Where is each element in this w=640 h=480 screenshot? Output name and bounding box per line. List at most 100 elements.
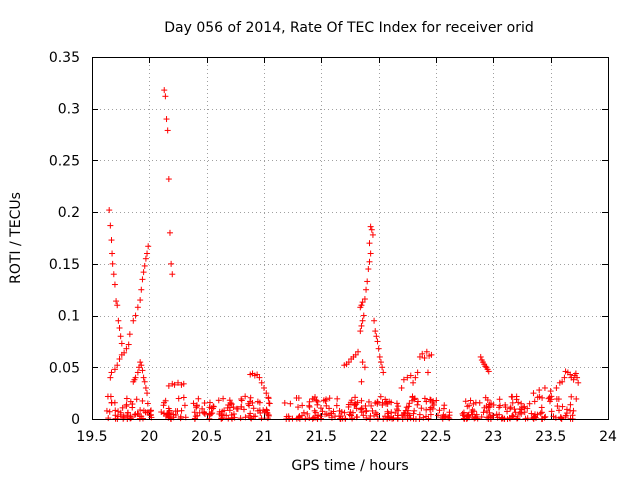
data-point: [358, 322, 365, 329]
grid: [92, 57, 608, 419]
data-point: [200, 409, 207, 416]
data-point: [478, 413, 485, 420]
data-point: [193, 403, 200, 410]
data-point: [323, 396, 330, 403]
data-point: [171, 381, 178, 388]
x-axis-label: GPS time / hours: [291, 458, 408, 474]
data-point: [357, 328, 364, 335]
data-point: [177, 413, 184, 420]
data-point: [336, 407, 343, 414]
data-point: [392, 409, 399, 416]
data-point: [409, 397, 416, 404]
data-point: [509, 399, 516, 406]
data-point: [386, 398, 393, 405]
data-point: [567, 407, 574, 414]
data-point: [210, 403, 217, 410]
x-tick-label: 20: [140, 429, 158, 445]
data-point: [531, 413, 538, 420]
data-point: [423, 406, 430, 413]
data-point: [558, 415, 565, 422]
data-point: [366, 258, 373, 265]
data-point: [315, 412, 322, 419]
data-point: [459, 410, 466, 417]
data-point: [299, 402, 306, 409]
data-point: [371, 317, 378, 324]
data-point: [109, 250, 116, 257]
data-point: [254, 398, 261, 405]
data-point: [206, 399, 213, 406]
data-point: [367, 250, 374, 257]
data-point: [377, 393, 384, 400]
data-point: [246, 412, 253, 419]
data-point: [524, 405, 531, 412]
data-point: [427, 404, 434, 411]
data-point: [295, 404, 302, 411]
data-point: [228, 411, 235, 418]
data-point: [238, 403, 245, 410]
data-point: [245, 400, 252, 407]
data-point: [263, 390, 270, 397]
data-point: [554, 403, 561, 410]
data-point: [195, 395, 202, 402]
data-point: [418, 405, 425, 412]
data-point: [314, 401, 321, 408]
data-point: [314, 398, 321, 405]
data-point: [110, 271, 117, 278]
data-point: [191, 409, 198, 416]
data-point: [130, 317, 137, 324]
data-point: [306, 403, 313, 410]
data-point: [510, 413, 517, 420]
data-point: [521, 409, 528, 416]
data-point: [144, 400, 151, 407]
data-point: [403, 404, 410, 411]
data-point: [485, 368, 492, 375]
data-point: [425, 415, 432, 422]
data-point: [139, 276, 146, 283]
data-point: [139, 367, 146, 374]
data-point: [352, 394, 359, 401]
data-point: [539, 394, 546, 401]
data-point: [327, 410, 334, 417]
data-point: [400, 376, 407, 383]
data-point: [384, 408, 391, 415]
data-point: [313, 397, 320, 404]
data-point: [398, 384, 405, 391]
data-point: [165, 410, 172, 417]
y-tick-label: 0: [71, 412, 80, 428]
data-point: [365, 266, 372, 273]
data-point: [377, 359, 384, 366]
data-point: [180, 380, 187, 387]
data-point: [175, 395, 182, 402]
data-point: [142, 384, 149, 391]
data-point: [428, 351, 435, 358]
data-point: [528, 410, 535, 417]
data-point: [265, 394, 272, 401]
data-point: [395, 403, 402, 410]
data-point: [227, 400, 234, 407]
data-point: [504, 415, 511, 422]
data-point: [572, 370, 579, 377]
data-point: [134, 304, 141, 311]
data-point: [137, 297, 144, 304]
data-point: [240, 406, 247, 413]
x-tick-label: 21.5: [306, 429, 337, 445]
data-point: [139, 397, 146, 404]
data-point: [509, 393, 516, 400]
data-point: [389, 415, 396, 422]
data-point: [371, 413, 378, 420]
data-point: [507, 404, 514, 411]
data-point: [126, 331, 133, 338]
data-point: [105, 415, 112, 422]
data-point: [424, 369, 431, 376]
data-point: [144, 390, 151, 397]
data-point: [423, 398, 430, 405]
y-tick-label: 0.25: [49, 153, 80, 169]
data-point: [264, 410, 271, 417]
x-tick-label: 24: [599, 429, 617, 445]
data-point: [123, 345, 130, 352]
data-point: [237, 415, 244, 422]
y-tick-label: 0.35: [49, 50, 80, 66]
data-point: [230, 404, 237, 411]
data-point: [138, 286, 145, 293]
data-point: [120, 413, 127, 420]
